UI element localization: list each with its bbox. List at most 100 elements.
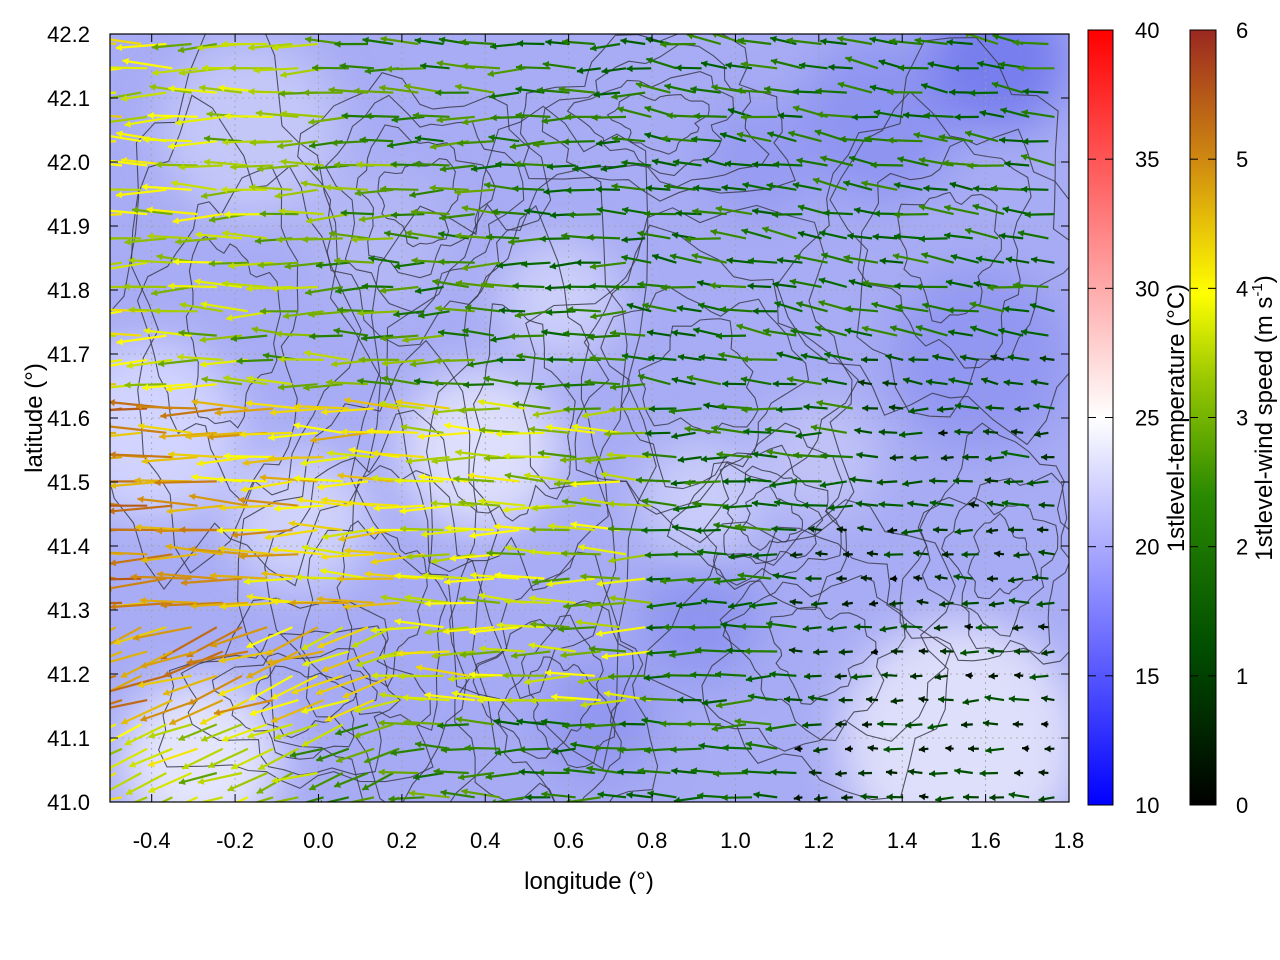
wind-vector-head-957 <box>246 671 254 679</box>
wind-vector-head-1026 <box>61 714 68 721</box>
wind-vector-608 <box>110 431 117 435</box>
wind-vector-head-1086 <box>641 717 649 725</box>
wind-vector-583 <box>395 400 450 410</box>
wind-vector-head-1035 <box>301 707 308 715</box>
wind-vector-head-996 <box>271 693 279 700</box>
wind-vector-head-313 <box>301 235 308 244</box>
wind-vector-389 <box>305 285 343 295</box>
wind-vector-head-1076 <box>378 719 385 727</box>
wind-vector-head-138 <box>693 112 700 120</box>
wind-vector-387 <box>246 285 293 290</box>
wind-vector-head-1139 <box>1044 745 1051 753</box>
wind-vector-head-890 <box>478 592 486 600</box>
wind-vector-head-636 <box>795 431 802 440</box>
wind-vector-head-304 <box>72 240 79 247</box>
wind-vector-head-1180 <box>134 810 141 817</box>
wind-vector-head-937 <box>720 621 727 629</box>
wind-vector-head-41 <box>152 69 159 77</box>
wind-vector-1030 <box>168 699 224 726</box>
wind-vector-head-98 <box>635 81 643 89</box>
wind-vector-1036 <box>324 699 375 723</box>
wind-vector-head-218 <box>796 157 803 165</box>
wind-vector-head-291 <box>715 205 723 213</box>
wind-vector-head-219 <box>820 155 827 163</box>
wind-vector-965 <box>459 650 501 657</box>
wind-vector-head-119 <box>206 110 213 118</box>
wind-vector-head-324 <box>587 233 594 241</box>
wind-vector-head-633 <box>711 424 718 433</box>
temp-blob-8 <box>930 34 1069 130</box>
wind-vector-968 <box>528 643 576 653</box>
wind-vector-head-964 <box>431 652 438 660</box>
wind-vector-160 <box>277 140 318 148</box>
wind-vector-head-735 <box>399 507 406 515</box>
wind-vector-head-1204 <box>753 791 760 799</box>
wind-vector-head-591 <box>609 405 616 414</box>
wind-vector-head-593 <box>668 407 676 415</box>
wind-vector-head-281 <box>461 204 469 212</box>
wind-vector-617 <box>293 423 343 434</box>
wind-vector-head-272 <box>224 210 231 219</box>
wind-vector-head-1046 <box>580 701 587 709</box>
wind-vector-1006 <box>523 674 570 684</box>
wind-vector-head-885 <box>343 603 350 611</box>
wind-vector-head-86 <box>328 86 335 94</box>
y-tick-label-0: 41.0 <box>47 790 90 815</box>
wind-vector-head-817 <box>561 549 568 558</box>
wind-vector-head-999 <box>342 691 350 699</box>
wind-vector-head-332 <box>798 230 805 238</box>
temp-blob-4 <box>500 240 620 360</box>
wind-vector-head-819 <box>608 556 616 564</box>
wind-vector-head-1019 <box>881 671 888 679</box>
wind-vector-806 <box>271 548 324 556</box>
contour-26 <box>857 139 1032 369</box>
wind-vector-head-467 <box>361 334 368 342</box>
wind-vector-head-943 <box>879 625 887 633</box>
wind-vector-575 <box>191 400 249 410</box>
wind-vector-head-314 <box>329 230 336 238</box>
wind-vector-head-563 <box>882 379 889 387</box>
wind-vector-310 <box>222 231 268 240</box>
wind-vector-head-687 <box>134 476 141 485</box>
wind-vector-95 <box>558 87 595 94</box>
wind-vector-691 <box>240 480 293 492</box>
wind-vector-head-416 <box>987 283 994 292</box>
wind-vector-head-1118 <box>494 748 502 756</box>
wind-vector-head-277 <box>359 215 366 223</box>
wind-vector-head-894 <box>585 601 592 610</box>
y-tick-label-1: 41.1 <box>47 726 90 751</box>
wind-vector-head-428 <box>337 306 344 314</box>
wind-vector-head-584 <box>431 408 439 416</box>
wind-vector-head-1192 <box>440 789 447 797</box>
wind-vector-580 <box>321 407 375 414</box>
wind-vector-116 <box>124 115 173 127</box>
wind-vector-head-809 <box>344 547 351 555</box>
wind-vector-head-374 <box>892 252 900 260</box>
wind-vector-head-574 <box>160 412 167 420</box>
wind-vector-head-192 <box>121 156 128 165</box>
wind-vector-89 <box>403 84 444 94</box>
wind-vector-head-1041 <box>451 690 459 698</box>
wind-vector-head-787 <box>771 525 778 533</box>
wind-vector-head-248 <box>595 185 602 193</box>
wind-vector-head-216 <box>752 161 759 169</box>
wind-vector-811 <box>406 553 450 559</box>
wind-vector-head-436 <box>546 308 553 316</box>
wind-vector-head-327 <box>671 231 679 239</box>
wind-vector-head-741 <box>562 498 569 506</box>
wind-vector-651 <box>196 456 249 466</box>
wind-vector-25 <box>711 34 747 46</box>
wind-vector-661 <box>455 450 501 459</box>
wind-vector-head-939 <box>766 620 773 628</box>
wind-vector-head-260 <box>894 181 901 189</box>
wind-vector-head-1057 <box>890 697 898 705</box>
wind-vector-head-238 <box>324 183 332 192</box>
wind-vector-head-371 <box>821 252 829 260</box>
wind-vector-head-613 <box>185 432 192 440</box>
wind-vector-head-44 <box>229 64 236 72</box>
wind-vector-542 <box>326 381 369 386</box>
wind-vector-head-644 <box>1011 428 1018 436</box>
wind-vector-head-245 <box>512 185 519 193</box>
wind-vector-head-363 <box>621 254 628 262</box>
wind-vector-head-20 <box>590 44 597 52</box>
